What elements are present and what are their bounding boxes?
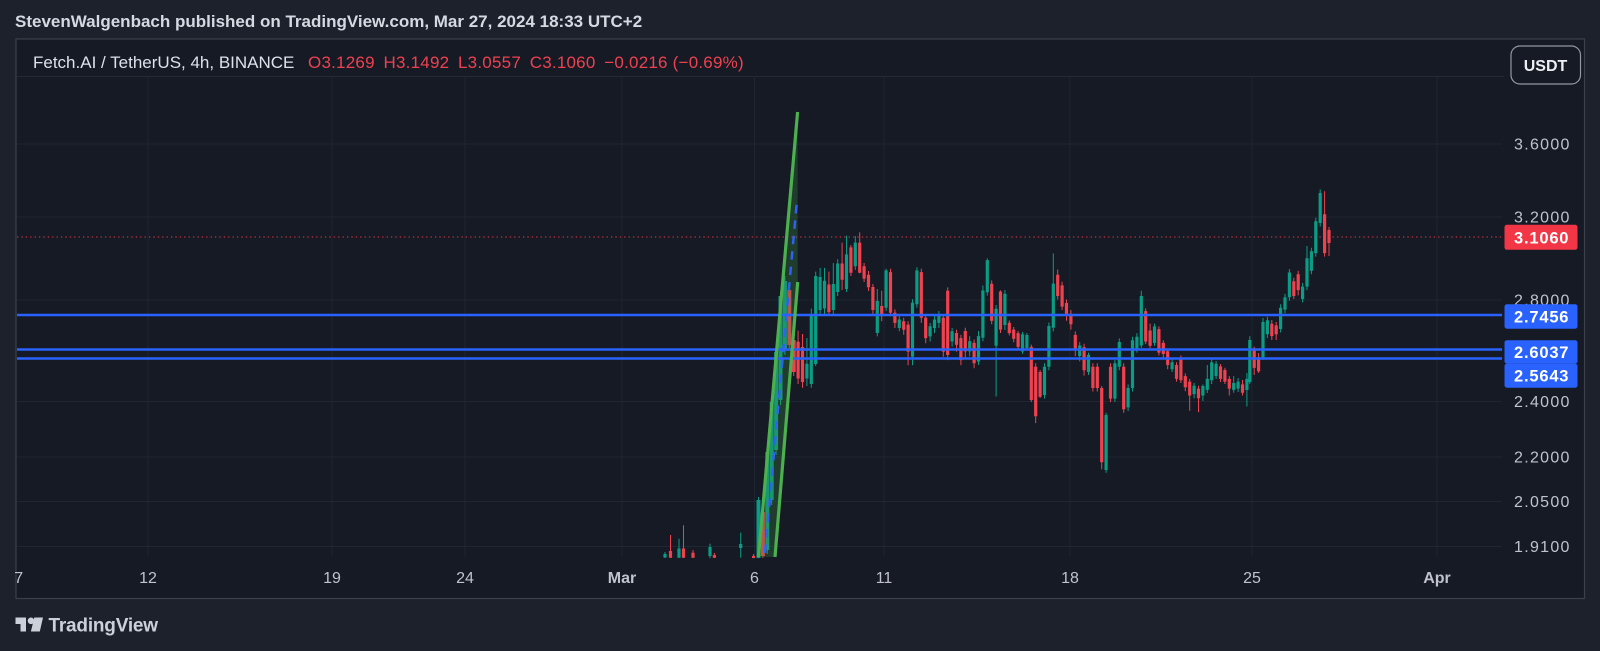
svg-text:Mar: Mar [608, 570, 636, 587]
svg-text:6: 6 [750, 570, 759, 587]
svg-text:3.1060: 3.1060 [1514, 230, 1569, 248]
svg-text:Apr: Apr [1423, 570, 1451, 587]
svg-text:18: 18 [1061, 570, 1079, 587]
svg-text:24: 24 [456, 570, 474, 587]
svg-text:TradingView: TradingView [49, 616, 159, 637]
svg-text:Fetch.AI / TetherUS, 4h, BINAN: Fetch.AI / TetherUS, 4h, BINANCE [33, 53, 294, 72]
svg-text:2.4000: 2.4000 [1514, 394, 1571, 411]
svg-text:12: 12 [139, 570, 157, 587]
svg-text:2.0500: 2.0500 [1514, 494, 1571, 511]
svg-text:USDT: USDT [1524, 58, 1568, 75]
svg-text:3.6000: 3.6000 [1514, 137, 1571, 154]
svg-text:2.5643: 2.5643 [1514, 368, 1569, 386]
svg-text:25: 25 [1243, 570, 1261, 587]
svg-text:2.2000: 2.2000 [1514, 450, 1571, 467]
svg-text:2.6037: 2.6037 [1514, 344, 1569, 362]
svg-text:19: 19 [323, 570, 341, 587]
svg-text:11: 11 [876, 570, 893, 587]
svg-text:O3.1269 H3.1492 L3.0557 C3.106: O3.1269 H3.1492 L3.0557 C3.1060 −0.0216 … [308, 53, 744, 72]
svg-text:2.7456: 2.7456 [1514, 308, 1569, 326]
svg-text:1.9100: 1.9100 [1514, 539, 1571, 556]
svg-text:3.2000: 3.2000 [1514, 210, 1571, 227]
svg-text:StevenWalgenbach published on: StevenWalgenbach published on TradingVie… [15, 12, 642, 31]
svg-text:7: 7 [14, 570, 23, 587]
